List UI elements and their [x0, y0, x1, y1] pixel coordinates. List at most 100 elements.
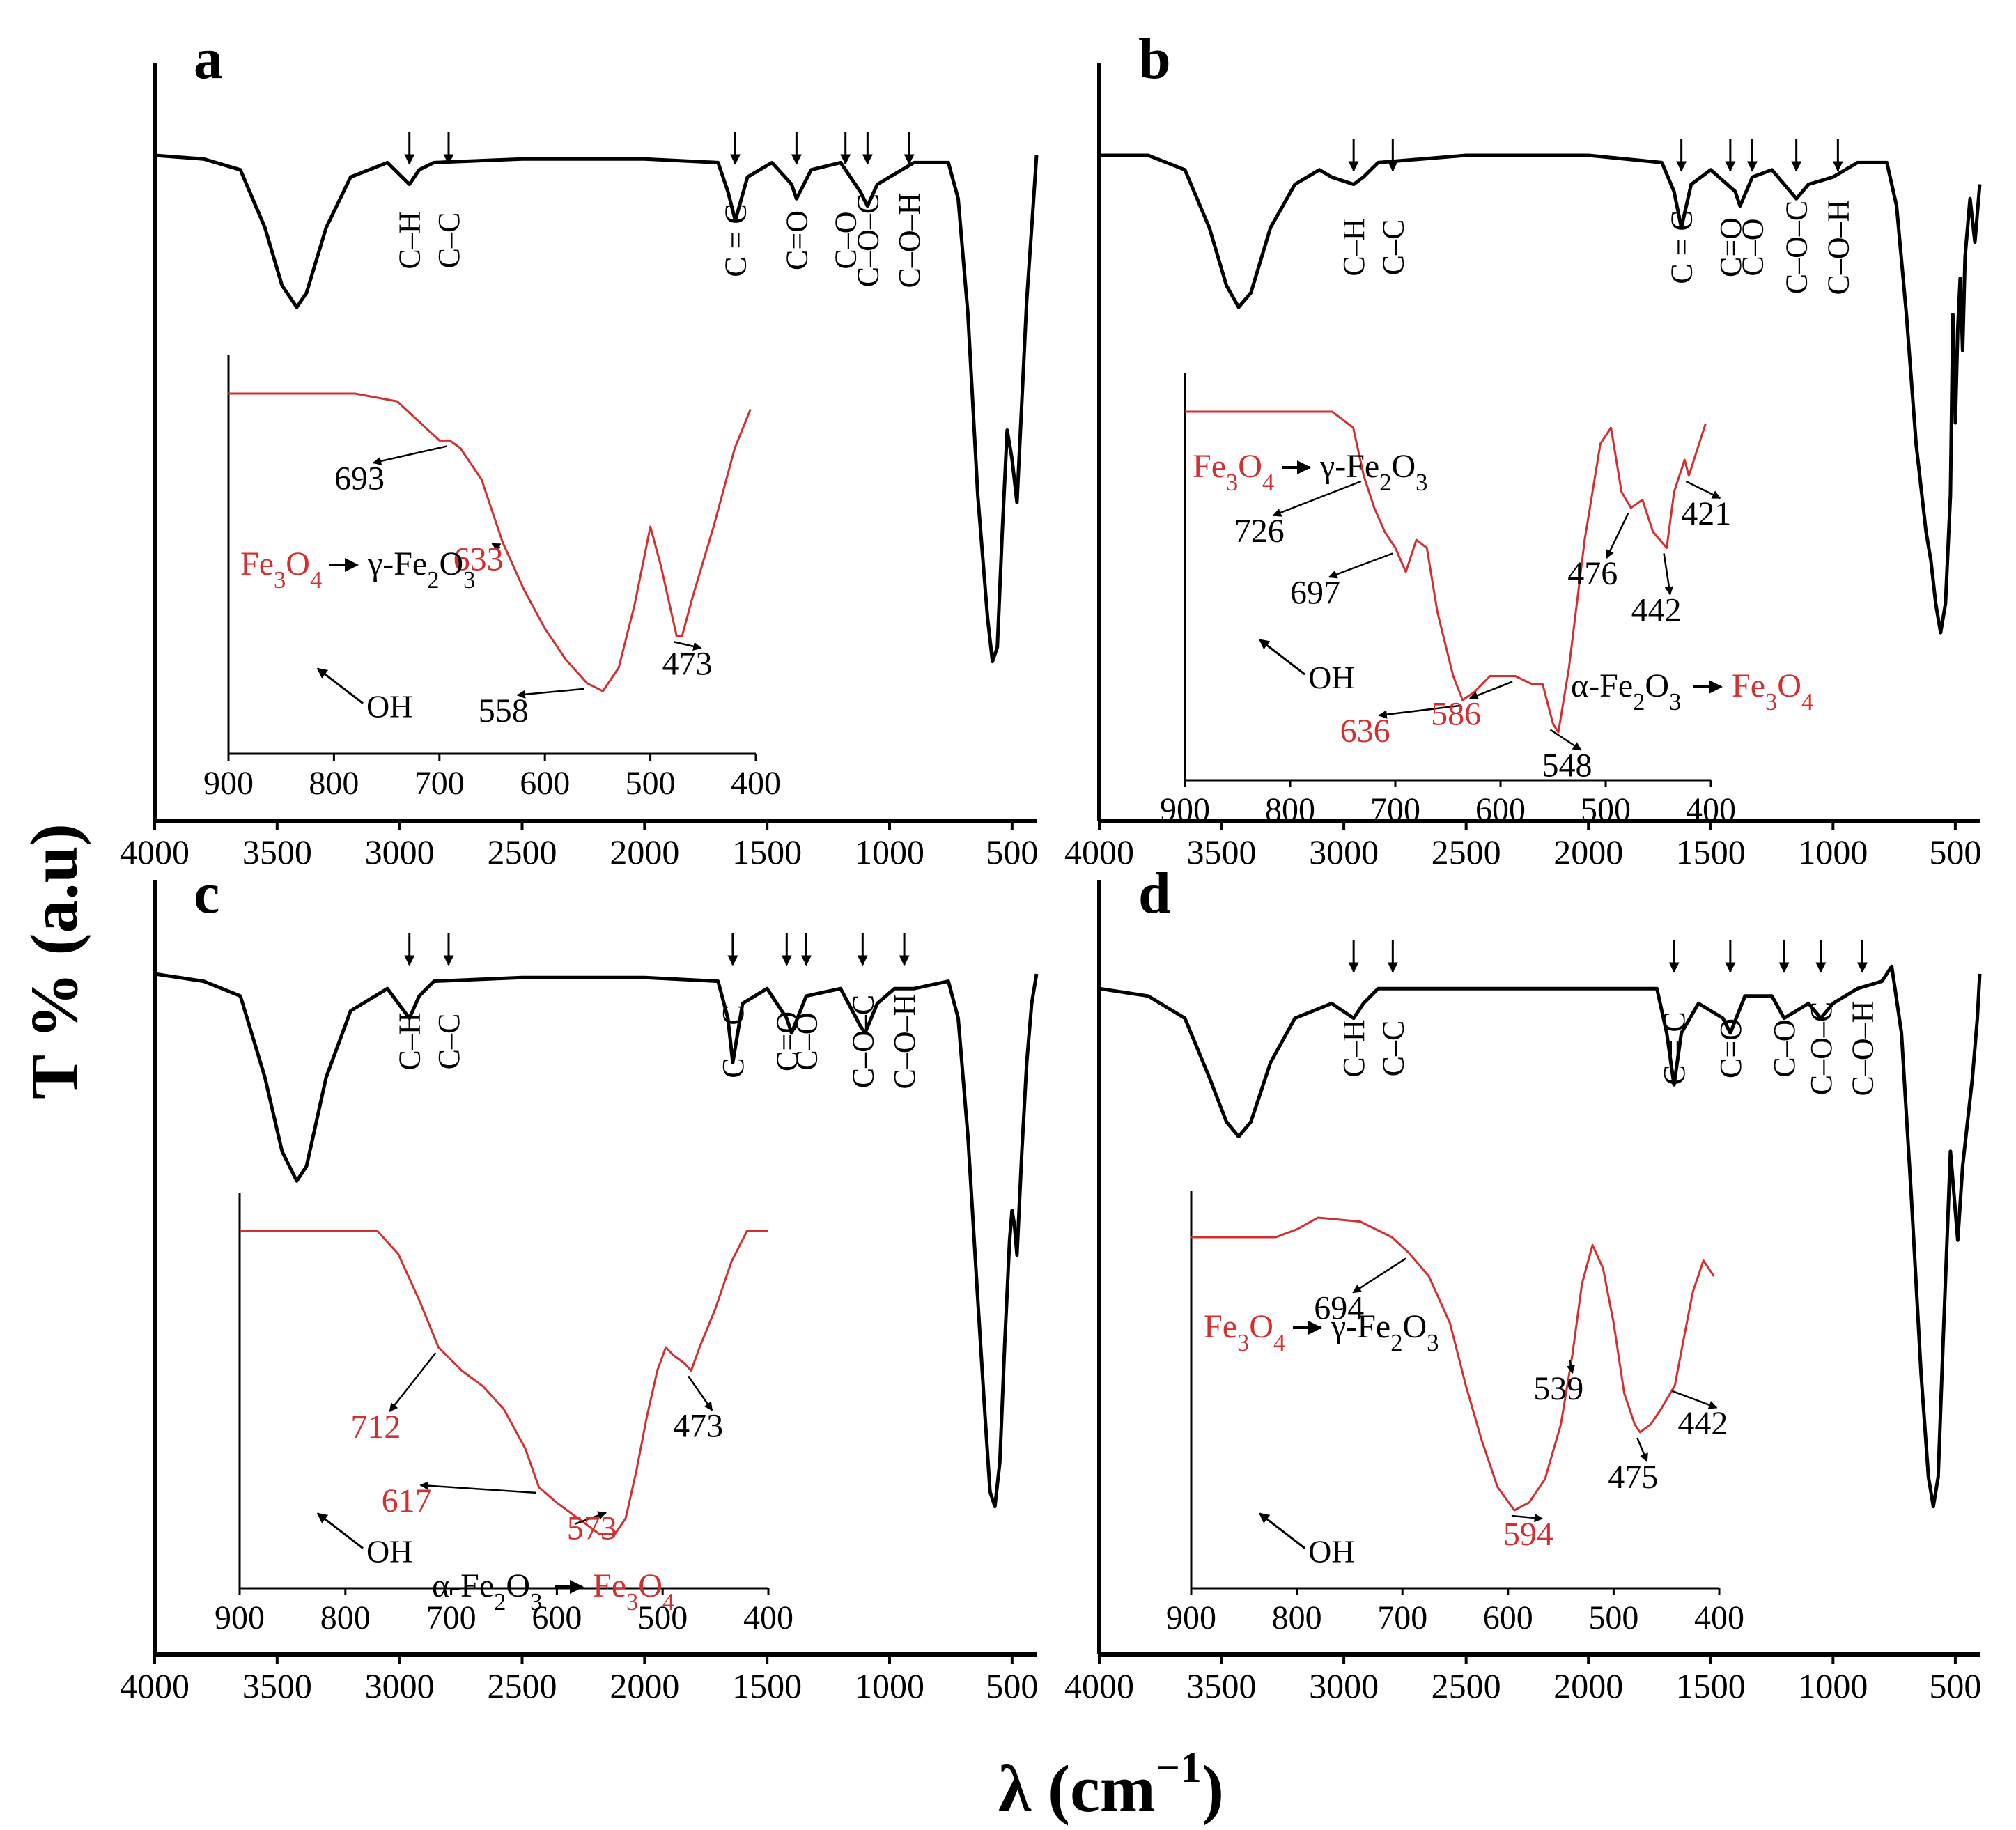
annotation-label: C–O–H	[1821, 200, 1855, 295]
inset-x-tick-label: 400	[1686, 791, 1736, 828]
annotation-label: C–C	[432, 1014, 466, 1070]
annotation-arrow	[316, 1512, 364, 1549]
panel-label-b: b	[1138, 26, 1171, 91]
annotation-label-oh: OH	[366, 1534, 412, 1569]
transition-from-label: Fe3O4	[1204, 1308, 1285, 1356]
inset-x-tick-label: 800	[309, 765, 359, 802]
inset-x-tick-label: 600	[1475, 791, 1526, 828]
inset-peak-label: 442	[1631, 592, 1682, 629]
annotation-label: C–C	[1376, 219, 1410, 276]
inset-spectrum-line	[1185, 410, 1707, 734]
annotation-label: C–O–C	[1804, 1002, 1838, 1095]
annotation-label: C–O–C	[851, 194, 885, 287]
x-tick-label: 3500	[242, 832, 312, 871]
annotation-label: C–H	[393, 1012, 427, 1070]
annotation-label: C–C	[432, 212, 466, 269]
annotation-label: C–O–C	[846, 995, 880, 1088]
inset-peak-arrow	[1685, 480, 1721, 499]
annotation-arrow	[1258, 638, 1306, 676]
transition-to-label: Fe3O4	[593, 1567, 674, 1615]
inset-peak-label: 476	[1567, 555, 1618, 592]
inset-peak-arrow	[1468, 681, 1513, 700]
annotation-label-oh: OH	[1308, 1534, 1354, 1569]
inset-peak-arrow	[389, 1352, 437, 1413]
x-tick-label: 2000	[610, 1666, 679, 1705]
x-tick-label: 1500	[732, 832, 802, 871]
annotation-label: C=O	[1714, 1018, 1748, 1078]
inset-peak-label: 442	[1677, 1405, 1728, 1442]
inset-peak-arrow	[1378, 704, 1460, 719]
annotation-label: C = C	[1665, 210, 1699, 284]
x-axis-title-superscript: −1	[1156, 1744, 1202, 1792]
inset-peak-label: 573	[567, 1510, 617, 1547]
annotation-label: C–O	[1767, 1019, 1801, 1077]
panel-label-a: a	[194, 26, 223, 91]
annotation-label: C–O	[789, 1012, 823, 1070]
inset-peak-arrow	[1352, 1257, 1406, 1294]
x-tick-label: 4000	[1064, 1666, 1134, 1705]
inset-peak-label: 726	[1234, 513, 1285, 550]
annotation-label: C–H	[393, 211, 427, 269]
x-axis-title: λ (cm−1)	[998, 1744, 1224, 1826]
inset-peak-arrow	[372, 445, 448, 466]
inset-peak-arrow	[575, 1511, 607, 1525]
inset-peak-arrow	[674, 641, 702, 651]
spectrum-line	[1099, 153, 1982, 635]
inset-peak-label: 697	[1290, 575, 1340, 612]
inset-peak-label: 636	[1340, 713, 1390, 750]
x-tick-label: 1000	[855, 832, 924, 871]
annotation-label: C–H	[1337, 1019, 1371, 1077]
inset-peak-label: 473	[673, 1408, 723, 1445]
inset-peak-label: 421	[1681, 495, 1731, 532]
x-tick-label: 1500	[732, 1666, 802, 1705]
annotation-label: C = C	[716, 1005, 750, 1078]
inset-x-tick-label: 700	[1377, 1599, 1427, 1636]
inset-x-tick-label: 600	[1483, 1599, 1533, 1636]
inset-x-tick-label: 600	[532, 1599, 582, 1636]
inset-peak-arrow	[1663, 553, 1674, 596]
x-tick-label: 2500	[488, 1666, 557, 1705]
inset-x-tick-label: 900	[203, 765, 254, 802]
annotation-label: C–O	[829, 211, 863, 269]
inset-spectrum-line	[228, 392, 752, 692]
spectrum-line	[1099, 964, 1982, 1509]
inset-peak-label: 693	[334, 460, 385, 497]
inset-peak-label: 694	[1314, 1289, 1364, 1326]
inset-peak-label: 475	[1608, 1459, 1658, 1496]
transition-from-label: Fe3O4	[240, 545, 322, 594]
inset-x-tick-label: 500	[1588, 1599, 1638, 1636]
inset-x-tick-label: 400	[743, 1599, 793, 1636]
annotation-arrow	[316, 667, 364, 704]
x-axis-title-main: λ (cm	[998, 1751, 1156, 1826]
x-tick-label: 500	[1929, 832, 1981, 871]
x-tick-label: 3500	[1187, 1666, 1257, 1705]
x-tick-label: 1000	[855, 1666, 924, 1705]
x-tick-label: 2000	[610, 832, 679, 871]
inset-x-tick-label: 500	[637, 1599, 688, 1636]
x-tick-label: 500	[1929, 1666, 1981, 1705]
annotation-arrow	[1258, 1512, 1306, 1549]
x-tick-label: 2500	[1432, 832, 1501, 871]
transition-to-label: γ-Fe2O3	[1319, 448, 1427, 496]
inset-x-tick-label: 500	[626, 765, 676, 802]
panel-a: a 4000 3500 3000 2500 2000 1500 1000 500 OH C–H C–C…	[120, 26, 1039, 871]
x-tick-label: 1500	[1676, 832, 1746, 871]
x-tick-label: 1500	[1676, 1666, 1746, 1705]
x-tick-label: 3000	[1309, 832, 1379, 871]
x-tick-label: 500	[986, 832, 1038, 871]
annotation-label-oh: OH	[366, 689, 412, 724]
inset-x-tick-label: 700	[1370, 791, 1420, 828]
x-axis-title-close: )	[1202, 1751, 1224, 1826]
x-tick-label: 2500	[1432, 1666, 1501, 1705]
inset-peak-arrow	[1606, 513, 1629, 559]
inset-x-tick-label: 700	[414, 765, 465, 802]
inset-x-tick-label: 800	[1272, 1599, 1322, 1636]
inset-peak-label: 617	[382, 1482, 432, 1519]
inset-peak-arrow	[1328, 552, 1393, 579]
panel-b: b 4000 3500 3000 2500 2000 1500 1000 500 OH C–H C–C…	[1064, 26, 1982, 871]
inset-peak-label: 586	[1431, 696, 1481, 733]
x-tick-label: 500	[986, 1666, 1038, 1705]
x-tick-label: 1000	[1798, 832, 1868, 871]
transition-from-label: α-Fe2O3	[432, 1567, 542, 1615]
annotation-label: C–H	[1337, 218, 1371, 276]
